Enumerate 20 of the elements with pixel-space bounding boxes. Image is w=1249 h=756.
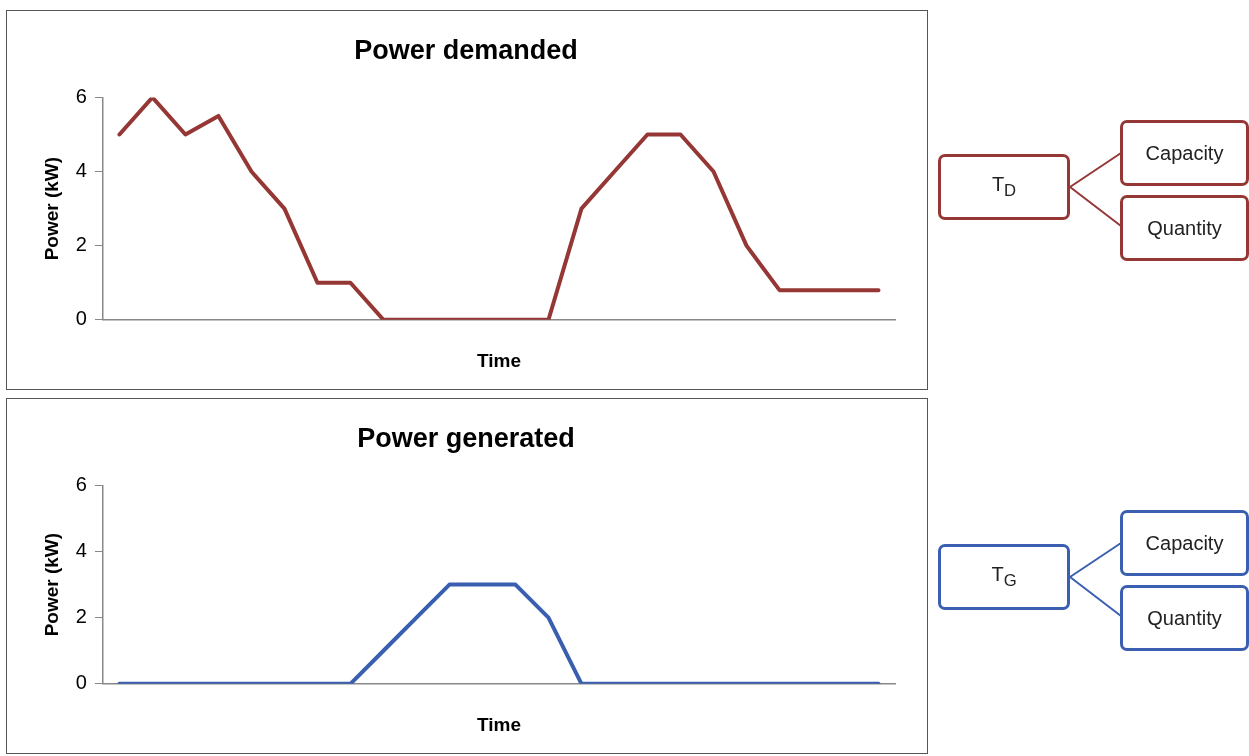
chart-title: Power demanded (354, 34, 578, 65)
text: Quantity (1147, 216, 1222, 240)
y-tick-label: 6 (75, 84, 87, 107)
text: Quantity (1147, 606, 1222, 630)
y-tick-label: 2 (75, 233, 87, 256)
y-tick-label: 0 (75, 307, 87, 330)
y-tick-label: 6 (75, 472, 87, 495)
y-axis-title: Power (kW) (40, 532, 62, 637)
y-tick-label: 4 (75, 159, 87, 182)
text: Capacity (1145, 531, 1224, 555)
y-tick-label: 0 (75, 671, 87, 694)
text: Capacity (1145, 141, 1224, 165)
y-axis-title: Power (kW) (40, 156, 62, 261)
x-axis-title: Time (476, 713, 521, 735)
y-tick-label: 4 (75, 539, 87, 562)
text: T$_{G}$ (991, 563, 1017, 591)
x-axis-title: Time (476, 349, 521, 371)
chart-title: Power generated (357, 422, 575, 453)
y-tick-label: 2 (75, 605, 87, 628)
text: T$_{D}$ (991, 173, 1017, 201)
